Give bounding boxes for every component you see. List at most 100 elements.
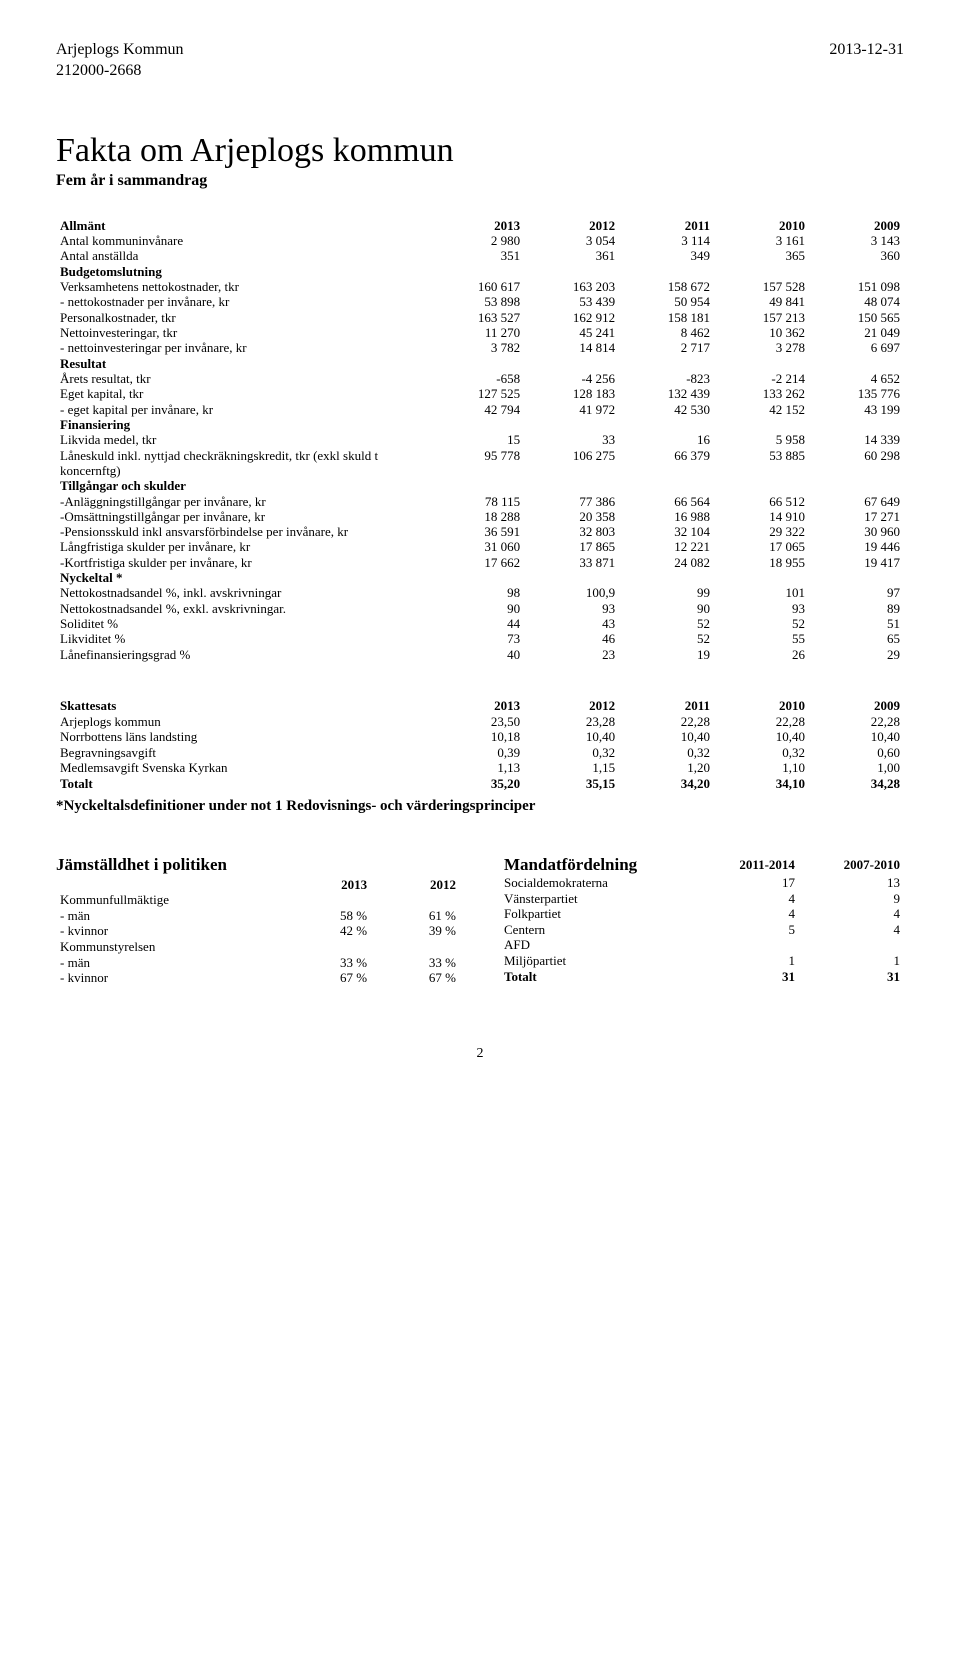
cell-value: -823 bbox=[619, 371, 714, 386]
page-subtitle: Fem år i sammandrag bbox=[56, 172, 904, 190]
cell-value: 17 271 bbox=[809, 509, 904, 524]
cell-value: 1,00 bbox=[809, 760, 904, 776]
cell-value: 10,40 bbox=[809, 729, 904, 745]
year-col: 2010 bbox=[714, 698, 809, 714]
cell-value: 1,20 bbox=[619, 760, 714, 776]
table-row: Miljöpartiet11 bbox=[500, 953, 904, 969]
cell-value: 3 054 bbox=[524, 233, 619, 248]
table-row: Likviditet %7346525565 bbox=[56, 631, 904, 646]
cell-value: 20 358 bbox=[524, 509, 619, 524]
cell-value: 128 183 bbox=[524, 386, 619, 401]
cell-value: 10,40 bbox=[619, 729, 714, 745]
cell-value: 73 bbox=[429, 631, 524, 646]
row-label: AFD bbox=[500, 937, 694, 953]
main-table: Allmänt20132012201120102009Antal kommuni… bbox=[56, 218, 904, 663]
table-row: -Kortfristiga skulder per invånare, kr17… bbox=[56, 555, 904, 570]
cell-value: 31 060 bbox=[429, 539, 524, 554]
cell-value: 89 bbox=[809, 601, 904, 616]
table-row: Arjeplogs kommun23,5023,2822,2822,2822,2… bbox=[56, 714, 904, 730]
row-label: Verksamhetens nettokostnader, tkr bbox=[56, 279, 429, 294]
cell-value: 19 417 bbox=[809, 555, 904, 570]
row-label: Eget kapital, tkr bbox=[56, 386, 429, 401]
cell-value: 52 bbox=[619, 631, 714, 646]
cell-value: 31 bbox=[799, 969, 904, 985]
cell-value: 36 591 bbox=[429, 524, 524, 539]
table-row: Nettokostnadsandel %, inkl. avskrivninga… bbox=[56, 585, 904, 600]
cell-value: 3 161 bbox=[714, 233, 809, 248]
equality-section: Jämställdhet i politiken 20132012Kommunf… bbox=[56, 855, 460, 986]
cell-value: 4 bbox=[694, 906, 799, 922]
cell-value: 98 bbox=[429, 585, 524, 600]
cell-value: 3 114 bbox=[619, 233, 714, 248]
table-row: - kvinnor67 %67 % bbox=[56, 970, 460, 986]
row-label: Antal kommuninvånare bbox=[56, 233, 429, 248]
table-row: -Omsättningstillgångar per invånare, kr1… bbox=[56, 509, 904, 524]
year-col: 2010 bbox=[714, 218, 809, 233]
cell-value: 4 bbox=[799, 922, 904, 938]
row-label: - nettoinvesteringar per invånare, kr bbox=[56, 340, 429, 355]
cell-value: 53 898 bbox=[429, 294, 524, 309]
table-row: Norrbottens läns landsting10,1810,4010,4… bbox=[56, 729, 904, 745]
row-label: Socialdemokraterna bbox=[500, 875, 694, 891]
cell-value: 34,10 bbox=[714, 776, 809, 792]
year-col: 2009 bbox=[809, 218, 904, 233]
cell-value: 150 565 bbox=[809, 310, 904, 325]
page-number: 2 bbox=[56, 1046, 904, 1062]
table-row: Likvida medel, tkr1533165 95814 339 bbox=[56, 432, 904, 447]
cell-value: 157 213 bbox=[714, 310, 809, 325]
cell-value: 135 776 bbox=[809, 386, 904, 401]
cell-value: 97 bbox=[809, 585, 904, 600]
cell-value: 52 bbox=[619, 616, 714, 631]
cell-value bbox=[282, 892, 371, 908]
cell-value: 33 % bbox=[282, 955, 371, 971]
row-label: Centern bbox=[500, 922, 694, 938]
cell-value: 33 871 bbox=[524, 555, 619, 570]
cell-value: 90 bbox=[429, 601, 524, 616]
cell-value: 52 bbox=[714, 616, 809, 631]
row-label: Långfristiga skulder per invånare, kr bbox=[56, 539, 429, 554]
cell-value: 43 bbox=[524, 616, 619, 631]
header-right: 2013-12-31 bbox=[829, 40, 904, 82]
cell-value: 46 bbox=[524, 631, 619, 646]
cell-value: 55 bbox=[714, 631, 809, 646]
cell-value: 9 bbox=[799, 891, 904, 907]
cell-value: 26 bbox=[714, 647, 809, 662]
cell-value: 90 bbox=[619, 601, 714, 616]
cell-value: 2 717 bbox=[619, 340, 714, 355]
header-left: Arjeplogs Kommun 212000-2668 bbox=[56, 40, 184, 82]
cell-value: 17 865 bbox=[524, 539, 619, 554]
row-label: Nettokostnadsandel %, inkl. avskrivninga… bbox=[56, 585, 429, 600]
cell-value: 66 564 bbox=[619, 494, 714, 509]
row-label: Arjeplogs kommun bbox=[56, 714, 429, 730]
table-row: Centern54 bbox=[500, 922, 904, 938]
cell-value: 23,28 bbox=[524, 714, 619, 730]
cell-value: 53 439 bbox=[524, 294, 619, 309]
period-col: 2011-2014 bbox=[694, 855, 799, 875]
cell-value: 35,15 bbox=[524, 776, 619, 792]
cell-value: 41 972 bbox=[524, 402, 619, 417]
row-label: Vänsterpartiet bbox=[500, 891, 694, 907]
cell-value: 22,28 bbox=[809, 714, 904, 730]
table-row: -Anläggningstillgångar per invånare, kr7… bbox=[56, 494, 904, 509]
cell-value: 3 278 bbox=[714, 340, 809, 355]
row-label: Medlemsavgift Svenska Kyrkan bbox=[56, 760, 429, 776]
equality-table: 20132012Kommunfullmäktige- män58 %61 %- … bbox=[56, 877, 460, 986]
cell-value: 14 339 bbox=[809, 432, 904, 447]
cell-value: 16 988 bbox=[619, 509, 714, 524]
cell-value: 17 065 bbox=[714, 539, 809, 554]
cell-value: -2 214 bbox=[714, 371, 809, 386]
cell-value: 151 098 bbox=[809, 279, 904, 294]
cell-value: 42 530 bbox=[619, 402, 714, 417]
cell-value: 127 525 bbox=[429, 386, 524, 401]
table-row: Nettoinvesteringar, tkr11 27045 2418 462… bbox=[56, 325, 904, 340]
table-row: Personalkostnader, tkr163 527162 912158 … bbox=[56, 310, 904, 325]
cell-value: 67 % bbox=[282, 970, 371, 986]
cell-value: 10 362 bbox=[714, 325, 809, 340]
cell-value: 18 955 bbox=[714, 555, 809, 570]
cell-value: 160 617 bbox=[429, 279, 524, 294]
cell-value: 1,10 bbox=[714, 760, 809, 776]
cell-value: 49 841 bbox=[714, 294, 809, 309]
cell-value: 31 bbox=[694, 969, 799, 985]
cell-value: 44 bbox=[429, 616, 524, 631]
cell-value: 163 527 bbox=[429, 310, 524, 325]
